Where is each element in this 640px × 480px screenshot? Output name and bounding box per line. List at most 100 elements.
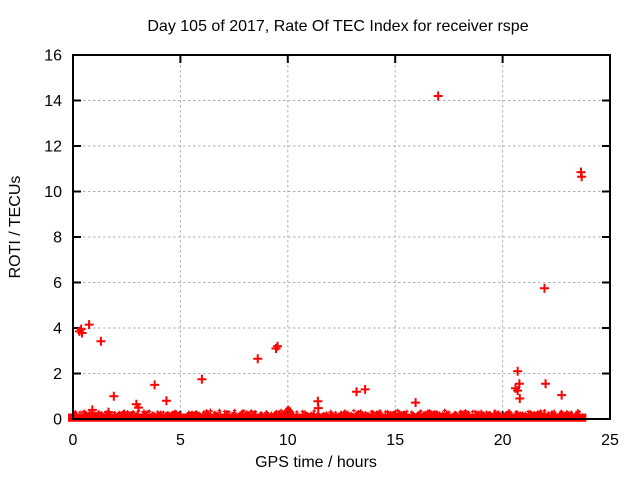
band-spike-marker (345, 410, 351, 416)
band-spike-marker (207, 408, 213, 414)
baseline-density-band (68, 405, 587, 422)
band-noise-marker (535, 411, 540, 416)
x-tick-label: 0 (69, 432, 78, 449)
data-point-marker (109, 391, 119, 401)
band-spike-marker (564, 410, 570, 416)
band-spike-marker (141, 409, 147, 415)
band-spike-marker (358, 409, 364, 415)
band-noise-marker (440, 411, 445, 415)
data-point-marker (515, 394, 525, 404)
data-point-marker (134, 403, 144, 413)
data-points (74, 91, 587, 417)
band-noise-marker (131, 410, 136, 414)
band-noise-marker (192, 411, 197, 416)
band-spike-marker (424, 409, 430, 415)
data-point-marker (541, 379, 551, 389)
band-noise-marker (224, 411, 228, 416)
data-point-marker (411, 398, 421, 408)
band-spike-marker (528, 410, 534, 416)
band-spike-marker (575, 408, 581, 414)
band-noise-marker (437, 411, 442, 415)
y-tick-label: 14 (44, 93, 62, 110)
band-noise-marker (155, 410, 160, 414)
band-noise-marker (516, 411, 520, 415)
data-point-marker (352, 387, 362, 397)
data-point-marker (253, 354, 263, 364)
band-noise-marker (217, 408, 222, 413)
data-point-marker (150, 380, 160, 390)
x-tick-label: 20 (494, 432, 512, 449)
data-point-marker (84, 320, 94, 330)
chart-title: Day 105 of 2017, Rate Of TEC Index for r… (147, 18, 528, 35)
data-point-marker (161, 396, 171, 406)
band-noise-marker (452, 411, 457, 416)
band-noise-marker (546, 411, 551, 415)
band-noise-marker (295, 410, 299, 414)
band-spike-marker (231, 410, 237, 416)
band-noise-marker (421, 411, 426, 416)
band-noise-marker (538, 409, 543, 413)
band-spike-marker (173, 410, 179, 416)
y-tick-label: 2 (53, 366, 62, 383)
band-noise-marker (434, 410, 439, 414)
tick-labels: 0 2 4 6 8 10 12 14 16 0 5 10 15 20 25 (44, 48, 619, 450)
x-tick-label: 15 (386, 432, 404, 449)
band-spike-marker (396, 410, 402, 416)
band-noise-marker (539, 411, 544, 416)
y-axis-label: ROTI / TECUs (7, 176, 24, 279)
x-tick-label: 5 (176, 432, 185, 449)
band-noise-marker (417, 411, 421, 416)
band-spike-marker (186, 410, 192, 416)
data-point-marker (360, 384, 370, 394)
band-noise-marker (273, 411, 278, 416)
band-spike-marker (328, 409, 334, 415)
band-noise-marker (88, 410, 92, 415)
band-noise-marker (352, 408, 356, 413)
band-noise-marker (161, 410, 166, 415)
band-noise-marker (201, 410, 206, 414)
band-noise-marker (387, 411, 391, 416)
band-spike-marker (302, 410, 308, 416)
band-noise-marker (206, 411, 211, 416)
band-noise-marker (239, 410, 244, 414)
band-spike-marker (506, 408, 512, 414)
data-point-marker (557, 390, 567, 400)
band-spike-marker (263, 410, 269, 416)
band-noise-marker (204, 409, 209, 413)
band-noise-marker (311, 411, 315, 416)
band-noise-marker (269, 411, 274, 416)
band-noise-marker (466, 410, 471, 415)
band-noise-marker (279, 411, 283, 416)
band-noise-marker (129, 411, 134, 415)
data-point-marker (313, 403, 323, 413)
band-noise-marker (99, 411, 104, 416)
band-noise-marker (324, 411, 329, 415)
band-noise-marker (393, 409, 398, 414)
band-spike-marker (82, 409, 88, 415)
band-noise-marker (246, 411, 250, 415)
band-noise-marker (523, 411, 528, 416)
band-noise-marker (558, 411, 563, 415)
band-noise-marker (343, 410, 347, 414)
band-noise-marker (277, 410, 281, 414)
data-point-marker (513, 366, 523, 376)
data-point-marker (87, 405, 97, 415)
data-point-marker (514, 379, 524, 389)
band-noise-marker (194, 410, 199, 414)
band-spike-marker (377, 410, 383, 416)
band-noise-marker (409, 410, 414, 414)
data-point-marker (197, 374, 207, 384)
band-noise-marker (418, 409, 422, 414)
data-point-marker (103, 407, 113, 417)
band-noise-marker (112, 410, 117, 415)
band-noise-marker (222, 409, 227, 414)
data-point-marker (96, 336, 106, 346)
band-noise-marker (279, 408, 283, 413)
band-spike-marker (122, 409, 128, 415)
band-noise-marker (402, 410, 407, 415)
band-noise-marker (366, 411, 370, 416)
band-noise-marker (371, 410, 376, 415)
y-tick-label: 4 (53, 321, 62, 338)
